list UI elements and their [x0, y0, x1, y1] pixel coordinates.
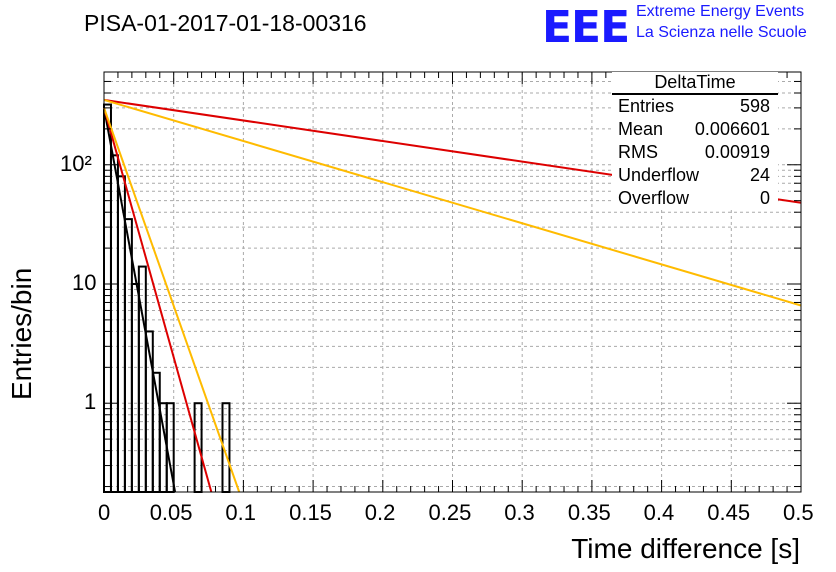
x-tick-label: 0.3	[504, 500, 535, 525]
x-tick-label: 0.45	[707, 500, 751, 525]
stats-value: 24	[749, 165, 770, 185]
stats-label: RMS	[618, 142, 658, 162]
chart-title: PISA-01-2017-01-18-00316	[84, 10, 367, 36]
y-tick-label: 10²	[60, 150, 92, 176]
axis-ticks	[103, 71, 802, 492]
y-axis-label: Entries/bin	[6, 267, 37, 400]
stats-row: Entries 598	[612, 95, 778, 118]
stats-box: DeltaTime Entries 598 Mean 0.006601 RMS 0.009…	[612, 72, 778, 210]
stats-label: Underflow	[618, 165, 700, 185]
stats-row: Underflow 24	[612, 164, 778, 187]
stats-label: Entries	[618, 96, 675, 116]
x-tick-label: 0.35	[567, 500, 611, 525]
x-tick-label: 0.15	[289, 500, 332, 525]
x-tick-label: 0	[98, 500, 111, 525]
stats-value: 598	[739, 96, 770, 116]
stats-value: 0.006601	[694, 119, 770, 139]
x-tick-label: 0.5	[783, 500, 814, 525]
histogram-bar	[116, 175, 126, 493]
fit-curve	[103, 107, 241, 493]
stats-title: DeltaTime	[612, 72, 778, 95]
histogram-bar	[103, 103, 112, 493]
stats-value: 0	[759, 188, 770, 208]
logo-line-1: Extreme Energy Events	[636, 3, 805, 20]
eee-logo: EEE	[542, 2, 630, 53]
stats-row: Mean 0.006601	[612, 118, 778, 141]
stats-label: Mean	[618, 119, 664, 139]
stats-row: RMS 0.00919	[612, 141, 778, 164]
x-tick-label: 0.25	[428, 500, 472, 525]
stats-value: 0.00919	[704, 142, 770, 162]
x-axis-label: Time difference [s]	[571, 533, 800, 564]
fit-curve	[103, 107, 213, 493]
x-tick-label: 0.4	[643, 500, 675, 525]
histogram-bar	[109, 154, 119, 494]
x-tick-label: 0.2	[364, 500, 396, 525]
fit-curves	[103, 98, 802, 493]
y-tick-label: 1	[84, 389, 97, 415]
fit-curve	[103, 98, 802, 307]
x-tick-label: 0.05	[149, 500, 193, 525]
fit-curve	[103, 107, 177, 493]
x-tick-label: 0.1	[225, 500, 256, 525]
histogram-bar	[130, 282, 140, 493]
stats-row: Overflow 0	[612, 187, 778, 210]
stats-label: Overflow	[618, 188, 690, 208]
logo-line-2: La Scienza nelle Scuole	[636, 24, 807, 41]
y-tick-label: 10	[72, 269, 97, 295]
grid-lines	[104, 71, 801, 492]
